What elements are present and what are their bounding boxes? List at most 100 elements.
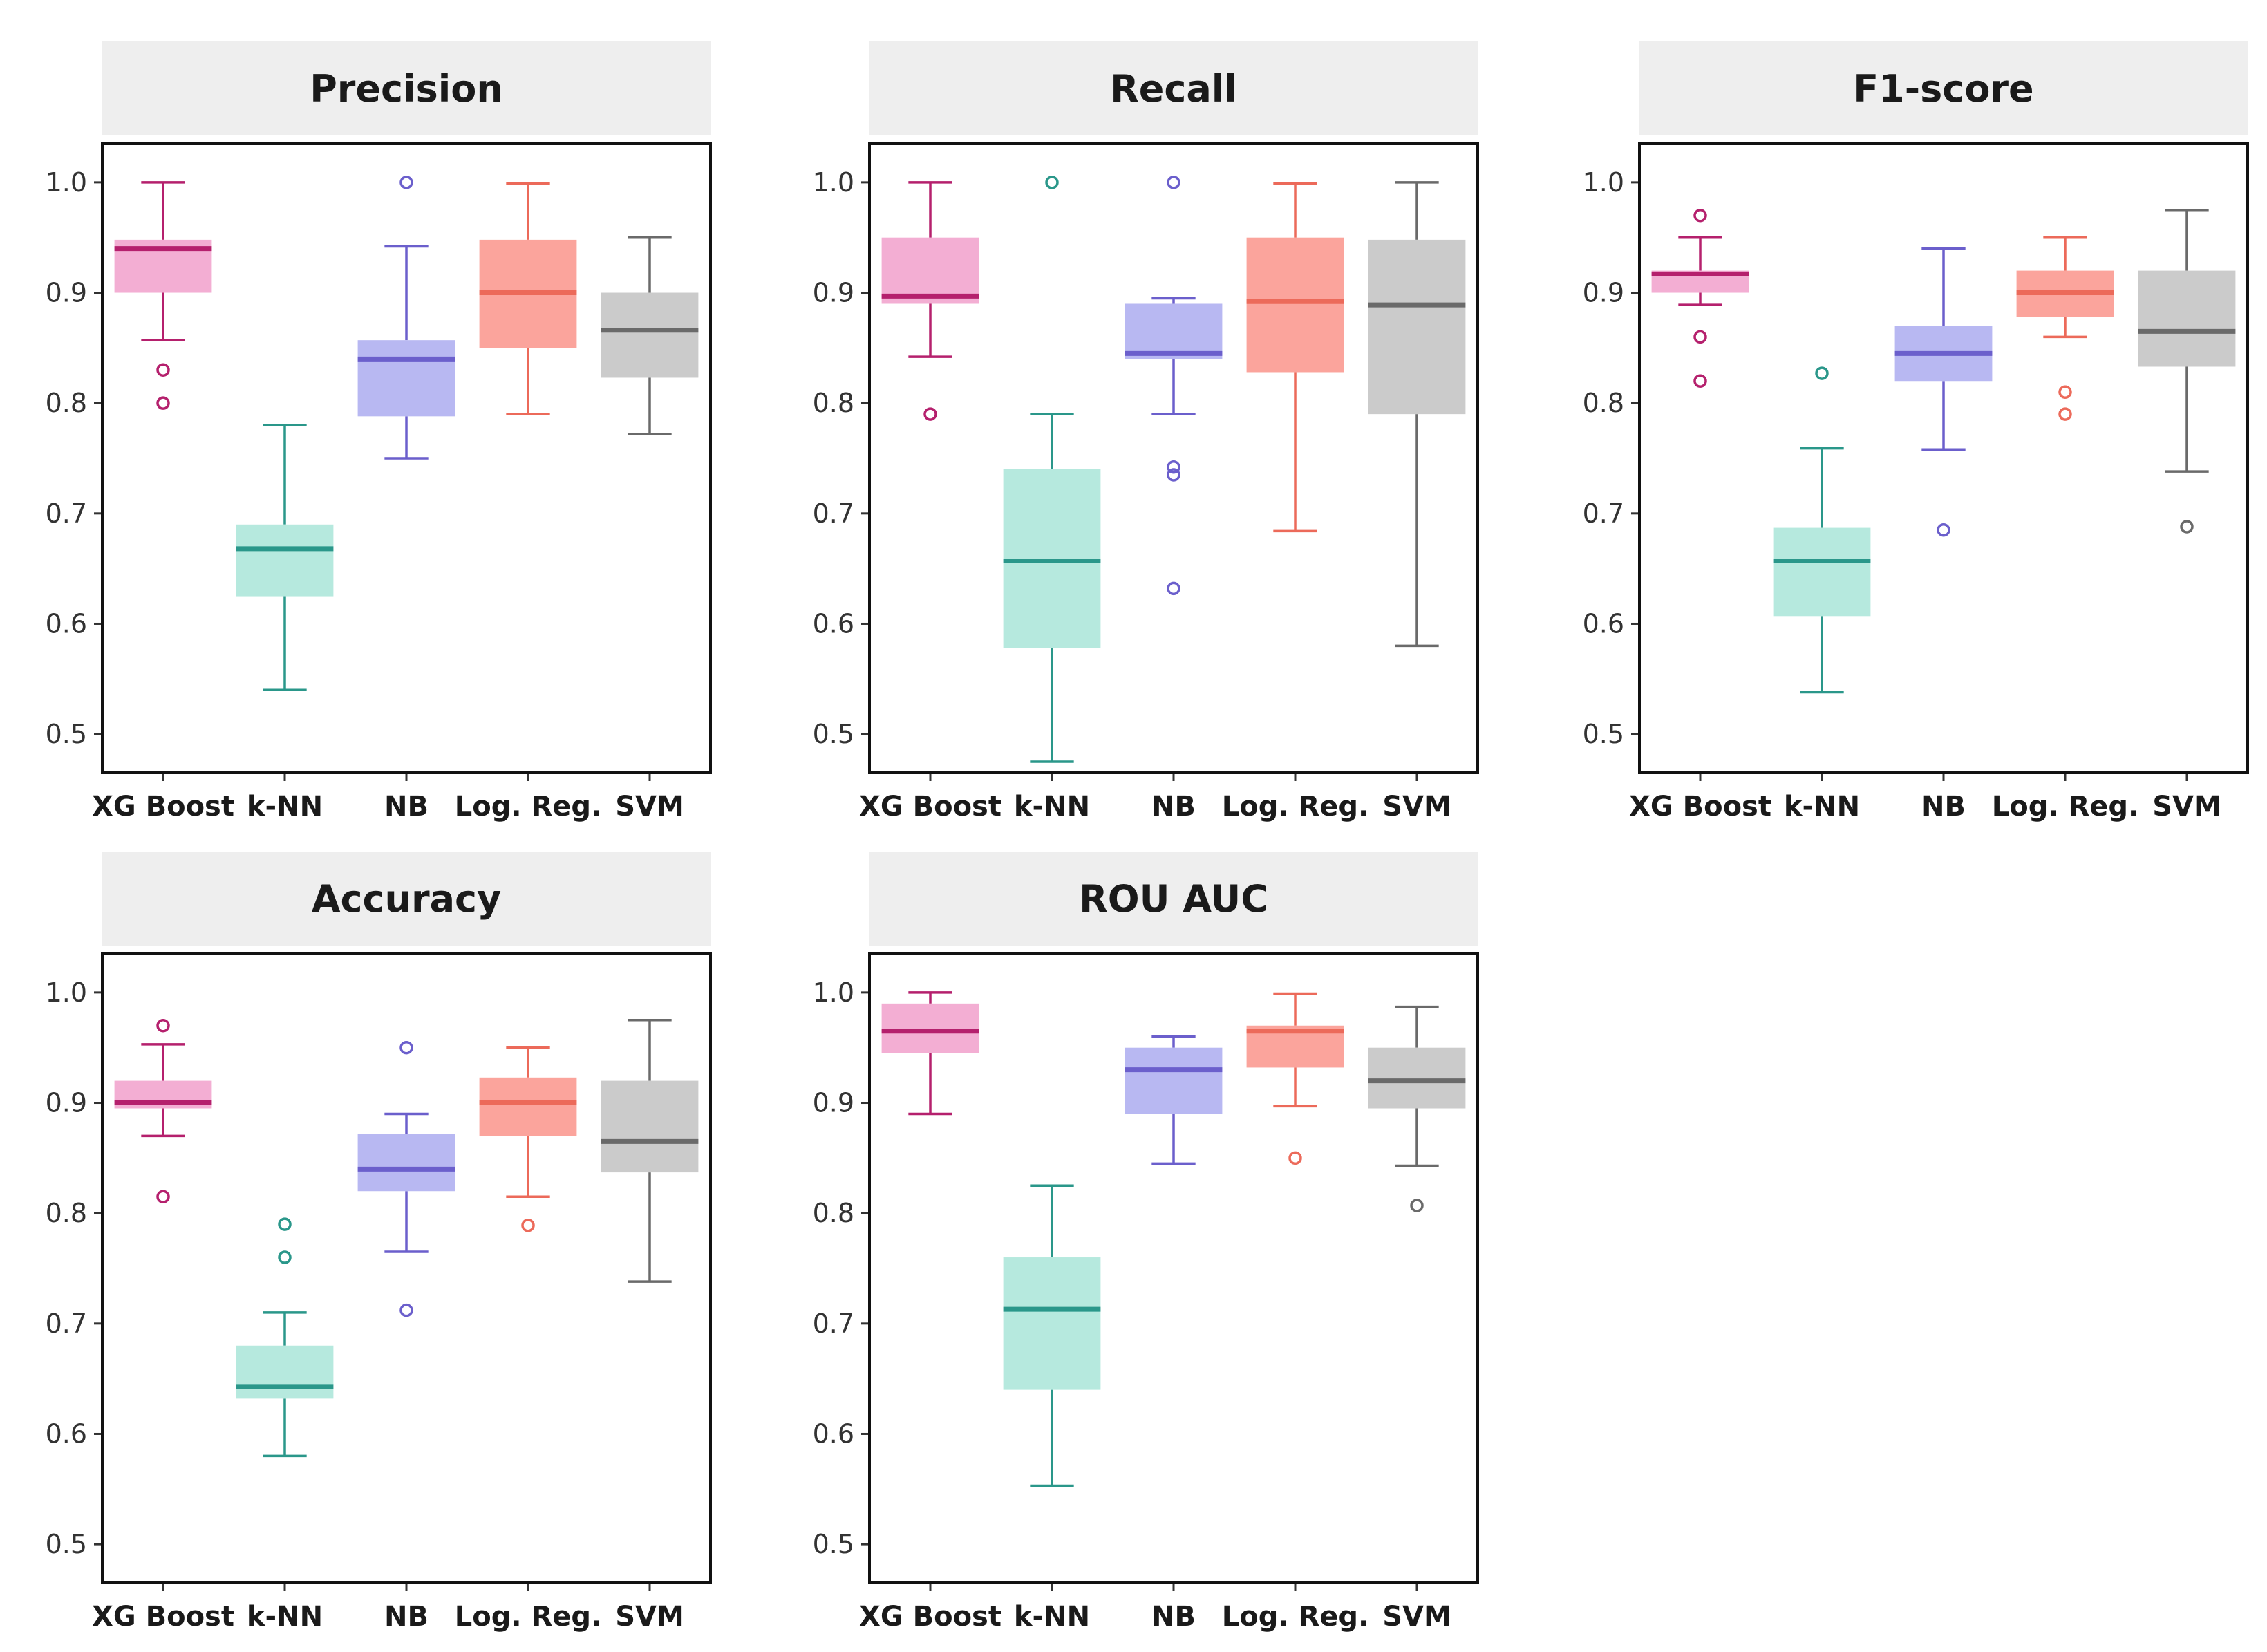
y-tick-label: 0.8 <box>46 1198 87 1228</box>
y-tick-label: 0.7 <box>813 498 854 529</box>
outlier-point <box>1693 374 1707 388</box>
panel-title-recall: Recall <box>1110 67 1237 111</box>
panel-title-precision: Precision <box>310 67 503 111</box>
box-rou-auc-k-nn <box>1003 1184 1101 1487</box>
box-f1-score-nb <box>1894 247 1993 537</box>
x-tick-label-svm: SVM <box>615 1601 684 1633</box>
x-tick-label-log-reg: Log. Reg. <box>455 791 601 823</box>
outlier-point <box>1693 330 1707 344</box>
box-body <box>1368 239 1466 415</box>
outlier-point <box>156 1190 170 1203</box>
x-tick-label-k-nn: k-NN <box>1784 791 1860 823</box>
outlier-point <box>2180 520 2194 534</box>
outlier-point <box>2058 385 2072 399</box>
outlier-point <box>278 1250 292 1264</box>
box-body <box>1368 1047 1466 1109</box>
box-precision-log-reg <box>479 182 577 415</box>
panel-strip-rou-auc <box>869 852 1478 946</box>
y-tick-label: 0.8 <box>813 1198 854 1228</box>
y-tick-label: 1.0 <box>1583 167 1624 198</box>
x-tick-label-k-nn: k-NN <box>1014 1601 1090 1633</box>
x-tick-label-log-reg: Log. Reg. <box>455 1601 601 1633</box>
box-body <box>601 292 699 378</box>
box-body <box>236 1345 334 1399</box>
panel-f1-score: F1-score 0.5 0.6 0.7 0.8 0.9 1.0 XG Boost k-NN NB… <box>1583 41 2249 823</box>
outlier-point <box>399 1040 413 1055</box>
box-accuracy-k-nn <box>236 1217 334 1458</box>
x-tick-label-svm: SVM <box>2152 791 2221 823</box>
box-accuracy-nb <box>357 1040 455 1317</box>
outlier-point <box>923 407 937 421</box>
y-tick-label: 0.8 <box>46 388 87 418</box>
box-body <box>1773 527 1871 617</box>
outlier-point <box>156 396 170 410</box>
outlier-point <box>1167 460 1180 474</box>
box-body <box>357 1134 455 1192</box>
x-tick-label-log-reg: Log. Reg. <box>1992 791 2138 823</box>
box-body <box>479 1077 577 1136</box>
outlier-point <box>1815 366 1829 380</box>
panel-border-accuracy <box>101 952 712 1584</box>
box-f1-score-svm <box>2138 209 2236 534</box>
y-tick-label: 0.9 <box>1583 278 1624 308</box>
y-tick-label: 0.6 <box>46 608 87 639</box>
panel-rou-auc: ROU AUC 0.5 0.6 0.7 0.8 0.9 1.0 XG Boost k-NN NB L… <box>813 852 1479 1633</box>
box-body <box>881 237 979 304</box>
outlier-point <box>1167 176 1180 189</box>
y-tick-label: 0.9 <box>813 1088 854 1118</box>
panel-recall: Recall 0.5 0.6 0.7 0.8 0.9 1.0 XG Boost k-NN NB Lo… <box>813 41 1479 823</box>
box-accuracy-xg-boost <box>114 1019 212 1203</box>
y-tick-label: 1.0 <box>813 977 854 1008</box>
panel-title-rou-auc: ROU AUC <box>1079 877 1268 921</box>
x-tick-label-nb: NB <box>384 791 429 823</box>
box-recall-xg-boost <box>881 181 979 421</box>
x-tick-label-svm: SVM <box>615 791 684 823</box>
x-tick-label-xg-boost: XG Boost <box>92 791 234 823</box>
x-tick-label-k-nn: k-NN <box>247 791 323 823</box>
box-recall-k-nn <box>1003 176 1101 763</box>
panel-strip-f1-score <box>1639 41 2248 135</box>
outlier-point <box>399 176 413 189</box>
box-recall-log-reg <box>1246 182 1344 533</box>
y-tick-label: 0.9 <box>813 278 854 308</box>
outlier-point <box>521 1218 535 1232</box>
box-body <box>881 1003 979 1053</box>
box-f1-score-xg-boost <box>1651 209 1749 388</box>
panel-border-f1-score <box>1638 142 2249 774</box>
box-precision-svm <box>601 236 699 435</box>
panel-precision: Precision 0.5 0.6 0.7 0.8 0.9 1.0 XG Boost k-NN N… <box>46 41 712 823</box>
y-tick-label: 0.5 <box>1583 719 1624 749</box>
panel-border-recall <box>868 142 1479 774</box>
outlier-point <box>1167 468 1180 482</box>
box-body <box>236 524 334 597</box>
panel-strip-recall <box>869 41 1478 135</box>
y-tick-label: 0.5 <box>813 719 854 749</box>
box-body <box>2138 270 2236 367</box>
box-body <box>357 340 455 417</box>
box-f1-score-log-reg <box>2016 236 2114 421</box>
outlier-point <box>1937 523 1950 537</box>
x-tick-label-log-reg: Log. Reg. <box>1222 791 1368 823</box>
x-tick-label-nb: NB <box>1151 791 1196 823</box>
x-tick-label-svm: SVM <box>1382 1601 1451 1633</box>
box-precision-k-nn <box>236 424 334 692</box>
outlier-point <box>1410 1199 1424 1212</box>
y-tick-label: 0.6 <box>813 608 854 639</box>
box-rou-auc-log-reg <box>1246 992 1344 1165</box>
box-rou-auc-xg-boost <box>881 991 979 1116</box>
y-tick-label: 0.6 <box>1583 608 1624 639</box>
panel-title-accuracy: Accuracy <box>312 877 502 921</box>
x-tick-label-xg-boost: XG Boost <box>859 1601 1001 1633</box>
outlier-point <box>278 1217 292 1231</box>
outlier-point <box>156 1019 170 1033</box>
y-tick-label: 0.5 <box>813 1529 854 1559</box>
box-precision-nb <box>357 176 455 460</box>
outlier-point <box>399 1303 413 1317</box>
panel-strip-accuracy <box>102 852 711 946</box>
panel-strip-precision <box>102 41 711 135</box>
y-tick-label: 0.6 <box>46 1418 87 1449</box>
outlier-point <box>156 363 170 377</box>
box-recall-svm <box>1368 181 1466 648</box>
